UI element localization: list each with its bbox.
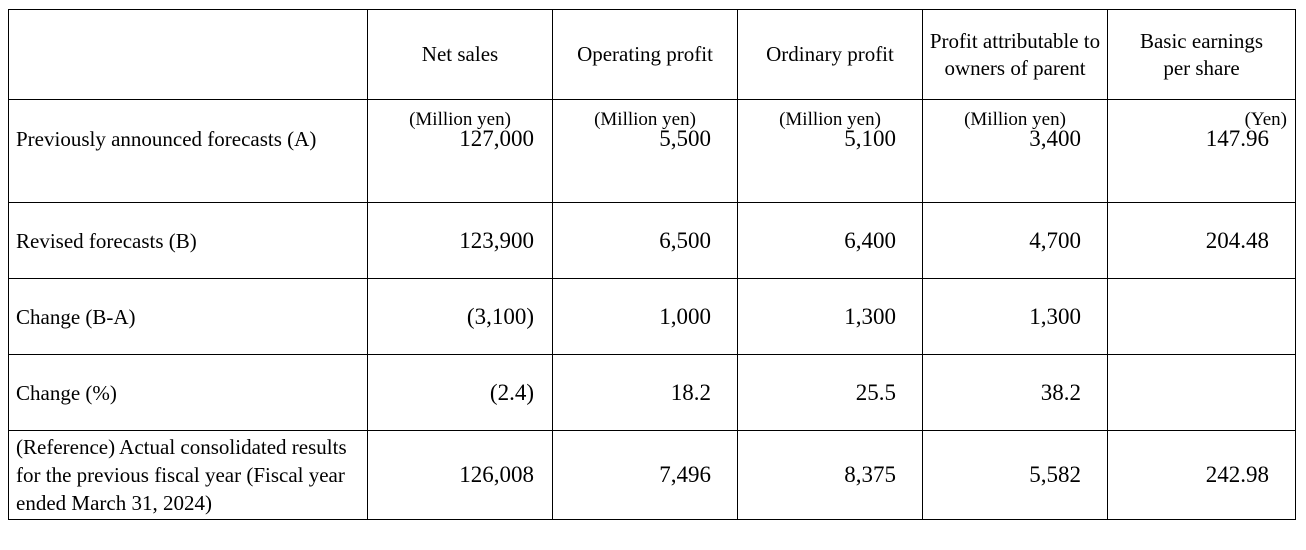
cell-profit-attributable: 4,700	[922, 202, 1108, 279]
table-row: Revised forecasts (B) 123,900 6,500 6,40…	[8, 202, 1296, 279]
earnings-forecast-table: Net sales Operating profit Ordinary prof…	[8, 9, 1296, 520]
cell-net-sales: (2.4)	[367, 354, 553, 431]
cell-basic-eps: (Yen) 147.96	[1107, 99, 1296, 203]
unit-basic-eps: (Yen)	[1244, 109, 1287, 130]
cell-profit-attributable: 1,300	[922, 278, 1108, 355]
header-ordinary-profit: Ordinary profit	[737, 9, 923, 100]
header-profit-attributable-text: Profit attributable to owners of parent	[929, 28, 1101, 80]
header-profit-attributable: Profit attributable to owners of parent	[922, 9, 1108, 100]
cell-net-sales: (3,100)	[367, 278, 553, 355]
cell-net-sales: 126,008	[367, 430, 553, 520]
cell-profit-attributable: (Million yen) 3,400	[922, 99, 1108, 203]
unit-profit-attributable: (Million yen)	[964, 109, 1066, 130]
cell-ordinary-profit: 6,400	[737, 202, 923, 279]
row-label: Revised forecasts (B)	[8, 202, 368, 279]
unit-net-sales: (Million yen)	[409, 109, 511, 130]
value: 3,400	[1029, 126, 1081, 151]
table-row: (Reference) Actual consolidated results …	[8, 430, 1296, 520]
row-label-text: Previously announced forecasts (A)	[16, 127, 317, 151]
cell-basic-eps	[1107, 278, 1296, 355]
cell-operating-profit: 7,496	[552, 430, 738, 520]
row-label: (Reference) Actual consolidated results …	[8, 430, 368, 520]
cell-ordinary-profit: (Million yen) 5,100	[737, 99, 923, 203]
header-basic-eps-text: Basic earnings per share	[1139, 28, 1264, 80]
header-operating-profit: Operating profit	[552, 9, 738, 100]
table-row: Change (B-A) (3,100) 1,000 1,300 1,300	[8, 278, 1296, 355]
header-basic-eps: Basic earnings per share	[1107, 9, 1296, 100]
cell-operating-profit: (Million yen) 5,500	[552, 99, 738, 203]
cell-operating-profit: 6,500	[552, 202, 738, 279]
cell-basic-eps: 204.48	[1107, 202, 1296, 279]
cell-basic-eps	[1107, 354, 1296, 431]
header-net-sales: Net sales	[367, 9, 553, 100]
cell-profit-attributable: 38.2	[922, 354, 1108, 431]
cell-ordinary-profit: 8,375	[737, 430, 923, 520]
cell-operating-profit: 1,000	[552, 278, 738, 355]
row-label: Change (%)	[8, 354, 368, 431]
cell-net-sales: (Million yen) 127,000	[367, 99, 553, 203]
cell-net-sales: 123,900	[367, 202, 553, 279]
cell-operating-profit: 18.2	[552, 354, 738, 431]
value: 127,000	[459, 126, 534, 151]
value: 5,500	[659, 126, 711, 151]
row-label: Previously announced forecasts (A)	[8, 99, 368, 203]
cell-ordinary-profit: 25.5	[737, 354, 923, 431]
value: 147.96	[1205, 126, 1269, 151]
cell-ordinary-profit: 1,300	[737, 278, 923, 355]
row-label: Change (B-A)	[8, 278, 368, 355]
unit-ordinary-profit: (Million yen)	[779, 109, 881, 130]
table-row: Previously announced forecasts (A) (Mill…	[8, 99, 1296, 203]
cell-profit-attributable: 5,582	[922, 430, 1108, 520]
table-row: Change (%) (2.4) 18.2 25.5 38.2	[8, 354, 1296, 431]
corner-cell	[8, 9, 368, 100]
unit-operating-profit: (Million yen)	[594, 109, 696, 130]
cell-basic-eps: 242.98	[1107, 430, 1296, 520]
value: 5,100	[844, 126, 896, 151]
header-row: Net sales Operating profit Ordinary prof…	[8, 9, 1296, 100]
